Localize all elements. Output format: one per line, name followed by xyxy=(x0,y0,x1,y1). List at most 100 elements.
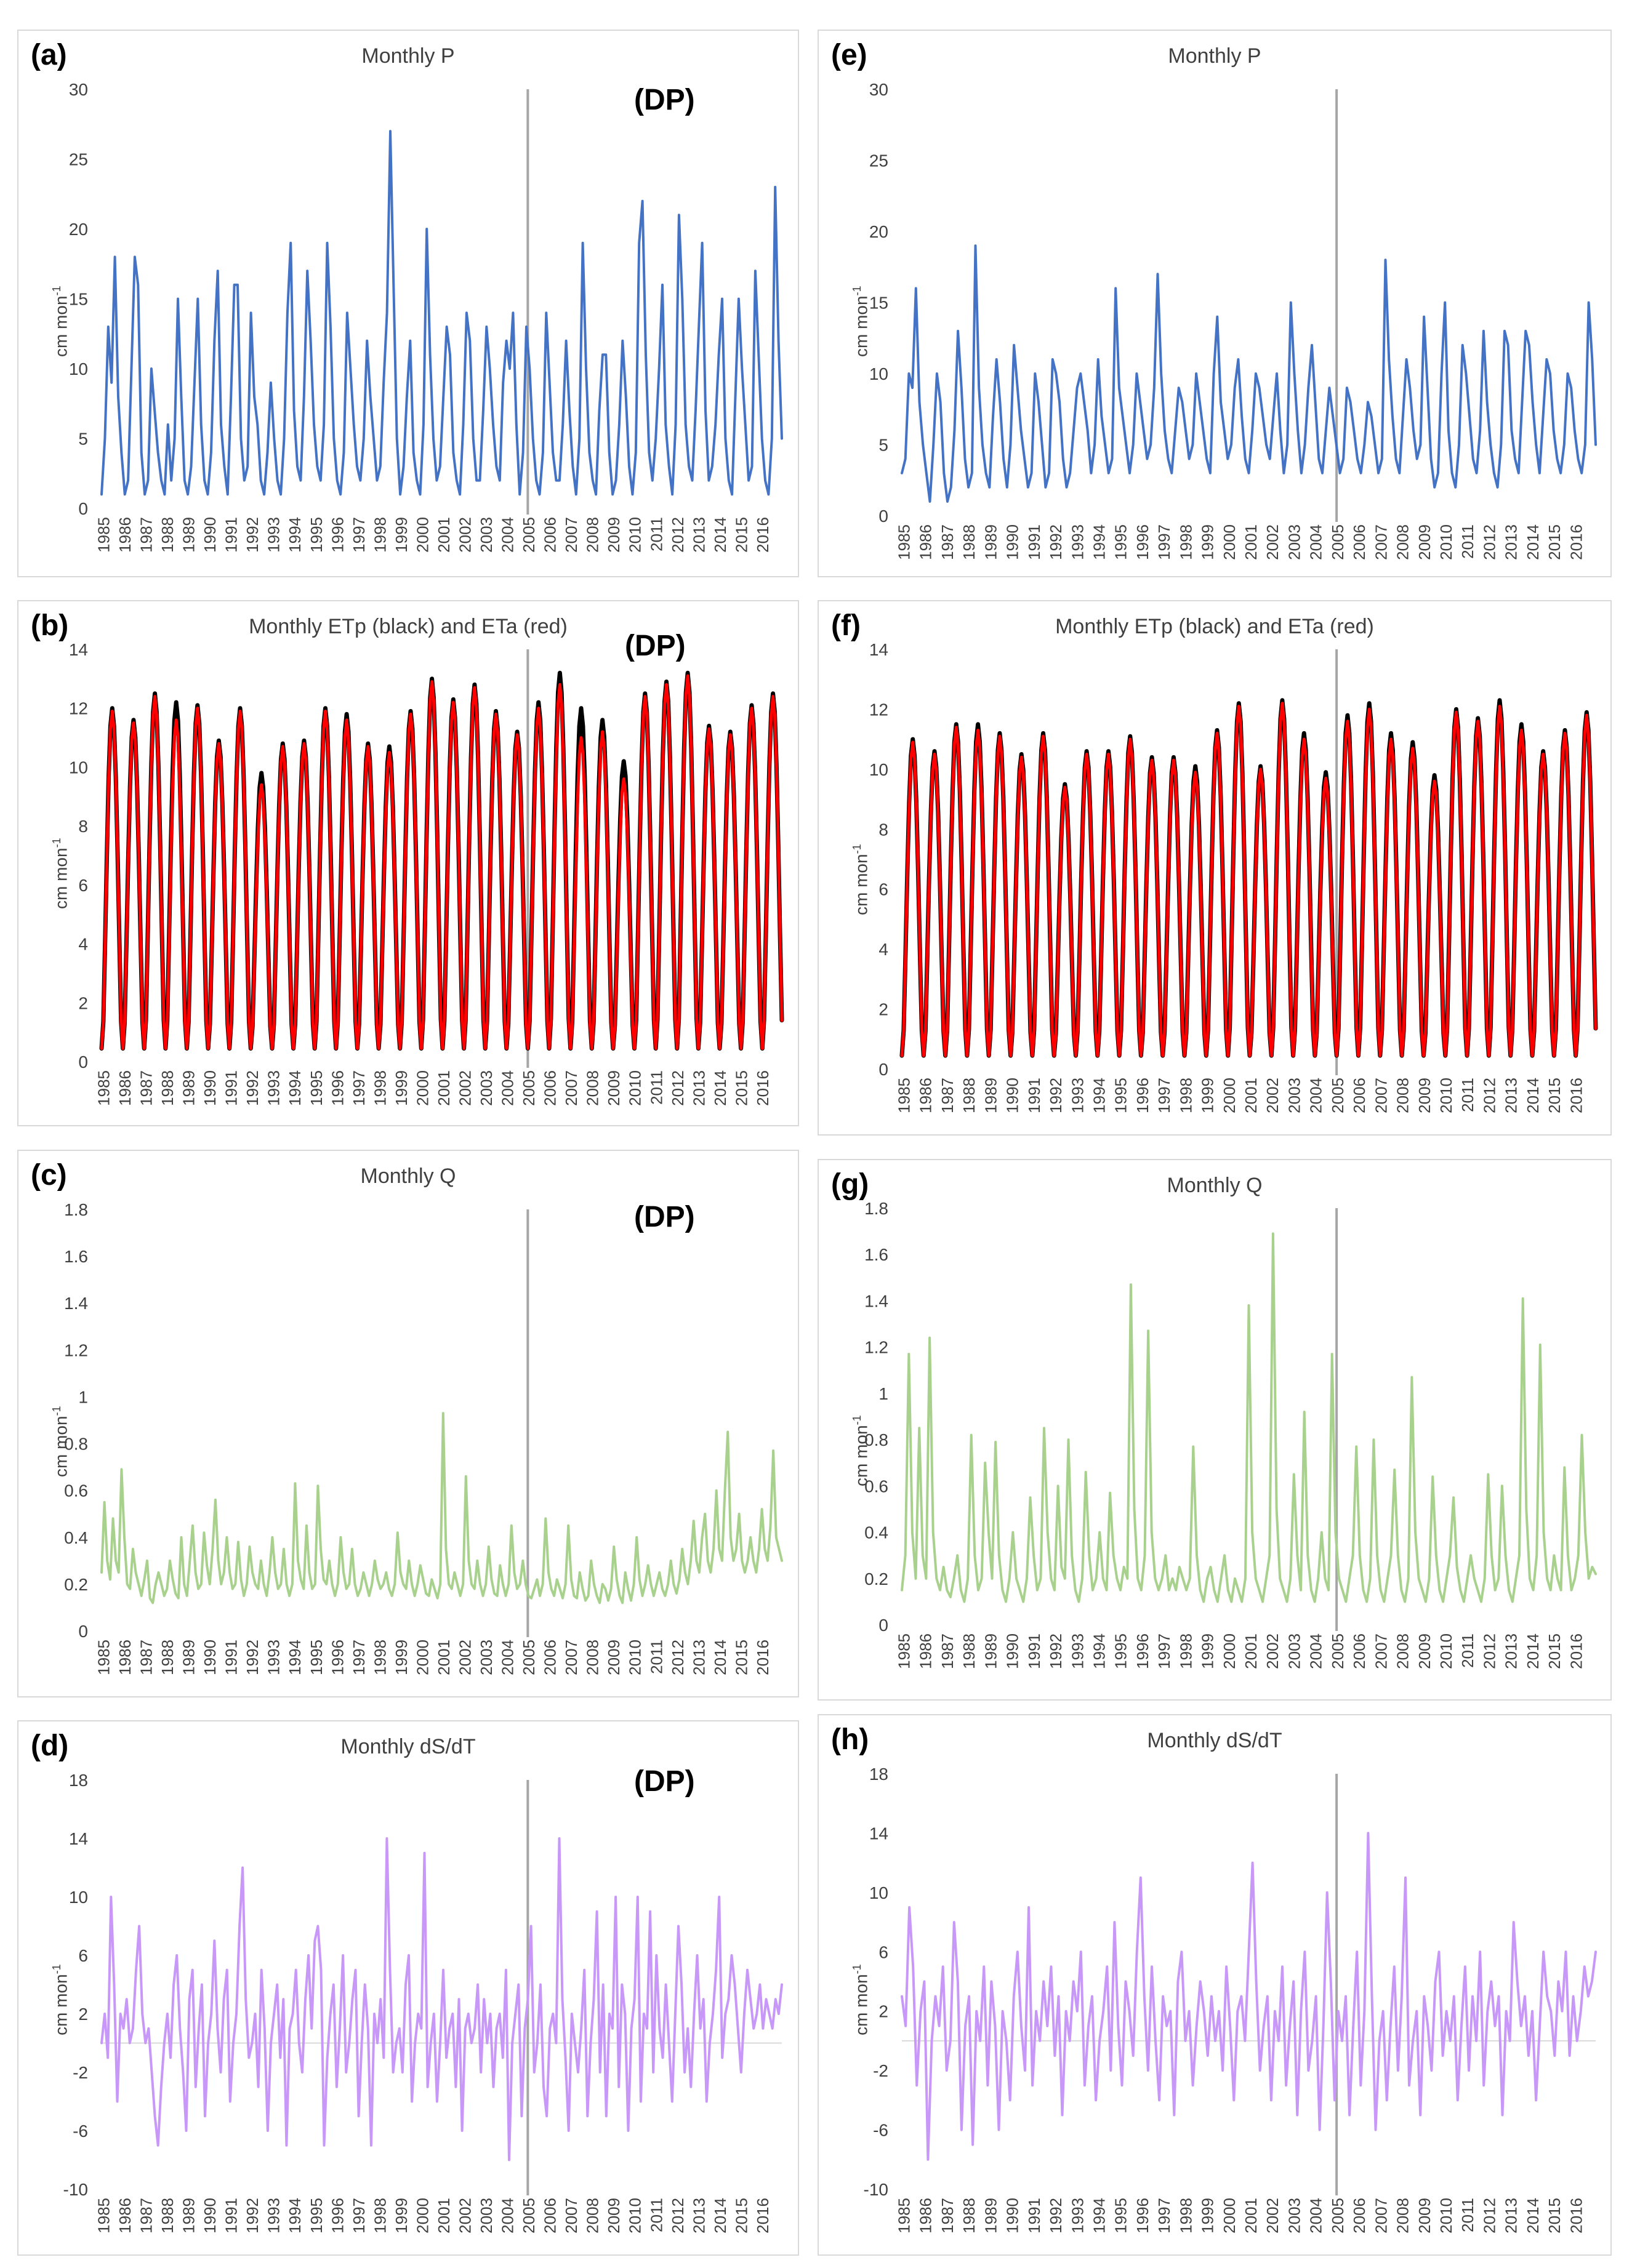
panel-g-xtick-label: 1990 xyxy=(1003,1633,1022,1669)
panel-c-xtick-label: 2013 xyxy=(689,1640,708,1675)
panel-g-xtick-label: 2013 xyxy=(1502,1633,1521,1669)
panel-g-xtick-label: 2001 xyxy=(1242,1633,1260,1669)
panel-d-xtick-label: 2001 xyxy=(435,2198,453,2234)
panel-b-xtick-label: 1991 xyxy=(222,1070,241,1106)
panel-c-ytick-label: 1 xyxy=(78,1387,88,1406)
panel-d-xtick-label: 2013 xyxy=(689,2198,708,2234)
panel-a-xtick-label: 1999 xyxy=(392,517,411,553)
panel-f-xtick-label: 2001 xyxy=(1242,1078,1260,1113)
panel-b-xtick-label: 2005 xyxy=(520,1070,538,1106)
panel-d-ytick-label: 10 xyxy=(69,1888,88,1907)
panel-h-xtick-label: 1997 xyxy=(1155,2198,1173,2234)
panel-h-xtick-label: 2013 xyxy=(1502,2198,1521,2234)
panel-a-xtick-label: 1986 xyxy=(116,517,134,553)
panel-b: (b) Monthly ETp (black) and ETa (red) (D… xyxy=(17,600,799,1126)
panel-g-title: Monthly Q xyxy=(1167,1174,1263,1197)
panel-f-xtick-label: 2007 xyxy=(1372,1078,1390,1113)
panel-a-label: (a) xyxy=(31,39,67,71)
panel-b-xtick-label: 1995 xyxy=(307,1070,326,1106)
panel-e-title: Monthly P xyxy=(1168,44,1261,68)
panel-g-xtick-label: 2012 xyxy=(1480,1633,1498,1669)
panel-h-xtick-label: 1986 xyxy=(917,2198,935,2234)
panel-e-xtick-label: 2007 xyxy=(1372,524,1390,560)
panel-g-xtick-label: 2014 xyxy=(1524,1633,1542,1669)
panel-b-xtick-label: 1988 xyxy=(158,1070,177,1106)
panel-b-xtick-label: 2014 xyxy=(711,1070,730,1106)
panel-d-xtick-label: 1989 xyxy=(180,2198,198,2234)
panel-c-xtick-label: 2009 xyxy=(605,1640,623,1675)
panel-h-xtick-label: 2006 xyxy=(1350,2198,1369,2234)
panel-f-xtick-label: 2006 xyxy=(1350,1078,1369,1113)
panel-a-xtick-label: 1988 xyxy=(158,517,177,553)
panel-a-xtick-label: 1987 xyxy=(137,517,156,553)
panel-a-xtick-label: 1994 xyxy=(286,517,304,553)
panel-d-xtick-label: 1998 xyxy=(371,2198,389,2234)
panel-e-xtick-label: 2004 xyxy=(1307,524,1325,560)
panel-d-xtick-label: 2016 xyxy=(754,2198,772,2234)
panel-d-ytick-label: 6 xyxy=(78,1946,88,1965)
panel-a-xtick-label: 2004 xyxy=(499,517,517,553)
panel-b-xtick-label: 1989 xyxy=(180,1070,198,1106)
panel-e-xtick-label: 1989 xyxy=(981,524,1000,560)
panel-a: (a) Monthly P (DP) cm mon-1 0 5 10 15 20 25 30… xyxy=(17,30,799,577)
panel-a-xtick-label: 2001 xyxy=(435,517,453,553)
panel-f-xtick-label: 2004 xyxy=(1307,1078,1325,1113)
panel-b-xtick-label: 2013 xyxy=(689,1070,708,1106)
panel-a-xtick-label: 2014 xyxy=(711,517,730,553)
panel-b-xtick-label: 2015 xyxy=(732,1070,750,1106)
panel-h-xtick-label: 1988 xyxy=(960,2198,978,2234)
panel-f-xtick-label: 1997 xyxy=(1155,1078,1173,1113)
panel-d-xtick-label: 1991 xyxy=(222,2198,241,2234)
panel-b-xtick-label: 1998 xyxy=(371,1070,389,1106)
panel-d: (d) Monthly dS/dT (DP) cm mon-1 -10 -6 -2 2… xyxy=(17,1720,799,2256)
panel-h-xtick-label: 1995 xyxy=(1112,2198,1130,2234)
panel-c-xtick-label: 2000 xyxy=(413,1640,432,1675)
panel-f-title: Monthly ETp (black) and ETa (red) xyxy=(1055,615,1374,638)
panel-b-xtick-label: 2016 xyxy=(754,1070,772,1106)
panel-e-ytick-label: 10 xyxy=(869,364,888,383)
panel-g-xtick-label: 1991 xyxy=(1025,1633,1043,1669)
panel-f-xtick-label: 1999 xyxy=(1199,1078,1217,1113)
panel-h-xtick-label: 2002 xyxy=(1263,2198,1282,2234)
panel-e-xtick-label: 2005 xyxy=(1329,524,1347,560)
panel-f-xtick-label: 2010 xyxy=(1437,1078,1455,1113)
panel-h-xtick-label: 1989 xyxy=(981,2198,1000,2234)
panel-c-xtick-label: 1999 xyxy=(392,1640,411,1675)
panel-g-xtick-label: 2008 xyxy=(1394,1633,1412,1669)
panel-c-xtick-label: 1989 xyxy=(180,1640,198,1675)
panel-b-ytick-label: 14 xyxy=(69,640,88,659)
panel-g-xtick-label: 2002 xyxy=(1263,1633,1282,1669)
panel-f-ytick-label: 0 xyxy=(878,1060,888,1079)
panel-e-xtick-label: 2008 xyxy=(1394,524,1412,560)
panel-c-ytick-label: 0.8 xyxy=(64,1435,88,1454)
panel-f-xtick-label: 1985 xyxy=(895,1078,914,1113)
panel-c-xtick-label: 1992 xyxy=(243,1640,262,1675)
panel-c-ytick-label: 1.2 xyxy=(64,1340,88,1360)
panel-g-ytick-label: 1.2 xyxy=(864,1338,888,1357)
panel-d-xtick-label: 1997 xyxy=(350,2198,368,2234)
panel-f-label: (f) xyxy=(831,609,861,642)
panel-b-xtick-label: 2011 xyxy=(647,1070,665,1105)
panel-g-xtick-label: 1996 xyxy=(1133,1633,1152,1669)
panel-h-xtick-label: 2005 xyxy=(1329,2198,1347,2234)
panel-f-xtick-label: 1995 xyxy=(1112,1078,1130,1113)
panel-a-xtick-label: 1992 xyxy=(243,517,262,553)
panel-f-xtick-label: 2011 xyxy=(1458,1078,1477,1112)
panel-h-xtick-label: 2008 xyxy=(1394,2198,1412,2234)
panel-h-title: Monthly dS/dT xyxy=(1147,1729,1282,1752)
panel-a-xtick-label: 2011 xyxy=(647,517,665,551)
panel-f-ytick-label: 8 xyxy=(878,820,888,839)
panel-g-xtick-label: 1994 xyxy=(1090,1633,1108,1669)
panel-h-xtick-label: 2014 xyxy=(1524,2198,1542,2234)
panel-d-ytick-label: -10 xyxy=(63,2180,88,2199)
panel-e-xtick-label: 1999 xyxy=(1199,524,1217,560)
panel-h-ytick-label: -10 xyxy=(864,2180,888,2199)
panel-c-xtick-label: 1986 xyxy=(116,1640,134,1675)
panel-h: (h) Monthly dS/dT cm mon-1 -10 -6 -2 2 6 10 14… xyxy=(818,1714,1612,2256)
panel-f-xtick-label: 2008 xyxy=(1394,1078,1412,1113)
panel-f-ytick-label: 4 xyxy=(878,940,888,959)
panel-b-xtick-label: 2010 xyxy=(626,1070,645,1106)
panel-c-xtick-label: 2015 xyxy=(732,1640,750,1675)
